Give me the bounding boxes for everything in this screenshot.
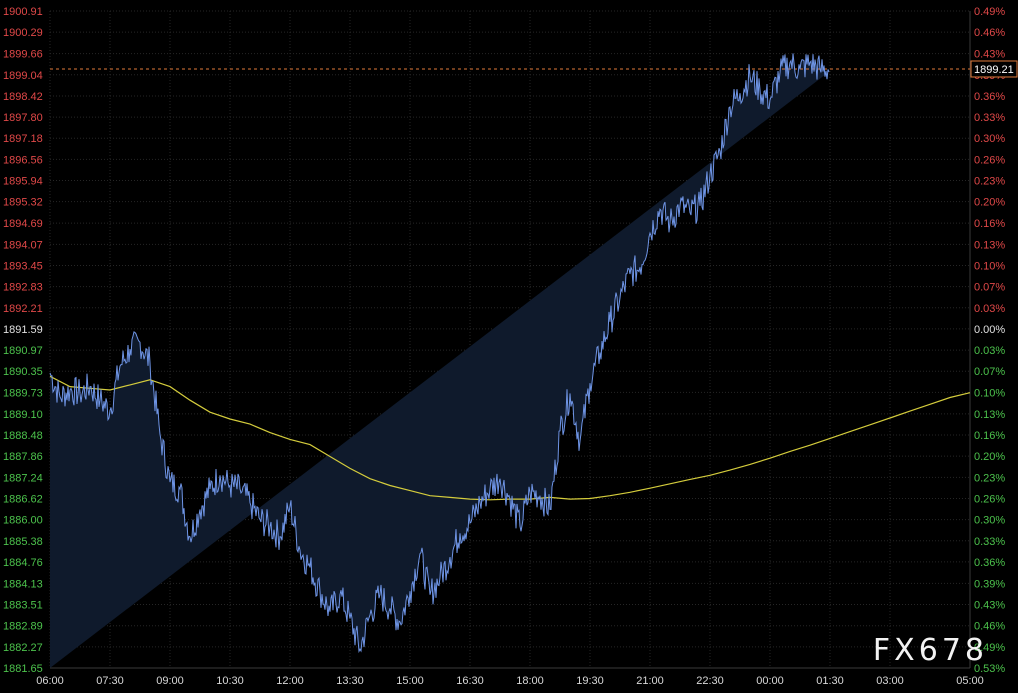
- pct-tick-label: 0.49%: [974, 642, 1005, 654]
- x-tick-label: 12:00: [276, 675, 304, 687]
- y-tick-label: 1890.35: [3, 366, 43, 378]
- pct-tick-label: 0.36%: [974, 557, 1005, 569]
- pct-tick-label: 0.33%: [974, 112, 1005, 124]
- y-tick-label: 1881.65: [3, 663, 43, 675]
- y-tick-label: 1887.86: [3, 451, 43, 463]
- pct-tick-label: 0.16%: [974, 218, 1005, 230]
- fx678-watermark: FX678: [872, 633, 988, 668]
- y-tick-label: 1899.66: [3, 49, 43, 61]
- pct-tick-label: 0.36%: [974, 91, 1005, 103]
- x-tick-label: 09:00: [156, 675, 184, 687]
- pct-tick-label: 0.03%: [974, 345, 1005, 357]
- pct-tick-label: 0.46%: [974, 621, 1005, 633]
- pct-tick-label: 0.49%: [974, 6, 1005, 18]
- y-tick-label: 1893.45: [3, 260, 43, 272]
- y-tick-label: 1896.56: [3, 154, 43, 166]
- y-tick-label: 1897.18: [3, 133, 43, 145]
- x-tick-label: 18:00: [516, 675, 544, 687]
- y-tick-label: 1884.13: [3, 578, 43, 590]
- price-line: [49, 53, 830, 654]
- pct-tick-label: 0.07%: [974, 282, 1005, 294]
- y-tick-label: 1898.42: [3, 91, 43, 103]
- pct-tick-label: 0.43%: [974, 49, 1005, 61]
- x-tick-label: 15:00: [396, 675, 424, 687]
- pct-tick-label: 0.16%: [974, 430, 1005, 442]
- pct-tick-label: 0.13%: [974, 239, 1005, 251]
- x-tick-label: 16:30: [456, 675, 484, 687]
- pct-tick-label: 0.20%: [974, 451, 1005, 463]
- pct-tick-label: 0.20%: [974, 197, 1005, 209]
- y-tick-label: 1894.69: [3, 218, 43, 230]
- y-tick-label: 1882.27: [3, 642, 43, 654]
- pct-tick-label: 0.43%: [974, 600, 1005, 612]
- y-tick-label: 1900.91: [3, 6, 43, 18]
- y-tick-label: 1892.21: [3, 303, 43, 315]
- pct-tick-label: 0.10%: [974, 387, 1005, 399]
- pct-tick-label: 0.46%: [974, 27, 1005, 39]
- x-tick-label: 07:30: [96, 675, 124, 687]
- y-tick-label: 1883.51: [3, 600, 43, 612]
- pct-tick-label: 0.30%: [974, 133, 1005, 145]
- y-tick-label: 1884.76: [3, 557, 43, 569]
- x-tick-label: 13:30: [336, 675, 364, 687]
- y-tick-label: 1900.29: [3, 27, 43, 39]
- y-tick-label: 1895.94: [3, 176, 43, 188]
- pct-tick-label: 0.00%: [974, 324, 1005, 336]
- y-tick-label: 1891.59: [3, 324, 43, 336]
- current-price-label: 1899.21: [974, 64, 1014, 76]
- price-area-fill: [50, 53, 829, 668]
- y-tick-label: 1889.73: [3, 387, 43, 399]
- x-tick-label: 19:30: [576, 675, 604, 687]
- y-tick-label: 1886.00: [3, 515, 43, 527]
- pct-tick-label: 0.07%: [974, 366, 1005, 378]
- x-tick-label: 21:00: [636, 675, 664, 687]
- pct-tick-label: 0.30%: [974, 515, 1005, 527]
- pct-tick-label: 0.10%: [974, 260, 1005, 272]
- pct-tick-label: 0.13%: [974, 409, 1005, 421]
- y-tick-label: 1897.80: [3, 112, 43, 124]
- y-tick-label: 1890.97: [3, 345, 43, 357]
- y-tick-label: 1885.38: [3, 536, 43, 548]
- current-price-badge: [970, 60, 1018, 78]
- y-tick-label: 1894.07: [3, 239, 43, 251]
- x-tick-label: 10:30: [216, 675, 244, 687]
- pct-tick-label: 0.23%: [974, 176, 1005, 188]
- pct-tick-label: 0.39%: [974, 578, 1005, 590]
- y-tick-label: 1889.10: [3, 409, 43, 421]
- y-tick-label: 1882.89: [3, 621, 43, 633]
- y-tick-label: 1888.48: [3, 430, 43, 442]
- y-tick-label: 1899.04: [3, 70, 43, 82]
- pct-tick-label: 0.26%: [974, 154, 1005, 166]
- x-tick-label: 03:00: [876, 675, 904, 687]
- y-tick-label: 1892.83: [3, 282, 43, 294]
- y-tick-label: 1895.32: [3, 197, 43, 209]
- y-tick-label: 1886.62: [3, 493, 43, 505]
- pct-tick-label: 0.26%: [974, 493, 1005, 505]
- x-tick-label: 06:00: [36, 675, 64, 687]
- x-tick-label: 22:30: [696, 675, 724, 687]
- x-tick-label: 01:30: [816, 675, 844, 687]
- x-tick-label: 05:00: [956, 675, 984, 687]
- x-tick-label: 00:00: [756, 675, 784, 687]
- pct-tick-label: 0.03%: [974, 303, 1005, 315]
- pct-tick-label: 0.53%: [974, 663, 1005, 675]
- pct-tick-label: 0.33%: [974, 536, 1005, 548]
- y-tick-label: 1887.24: [3, 472, 43, 484]
- pct-tick-label: 0.23%: [974, 472, 1005, 484]
